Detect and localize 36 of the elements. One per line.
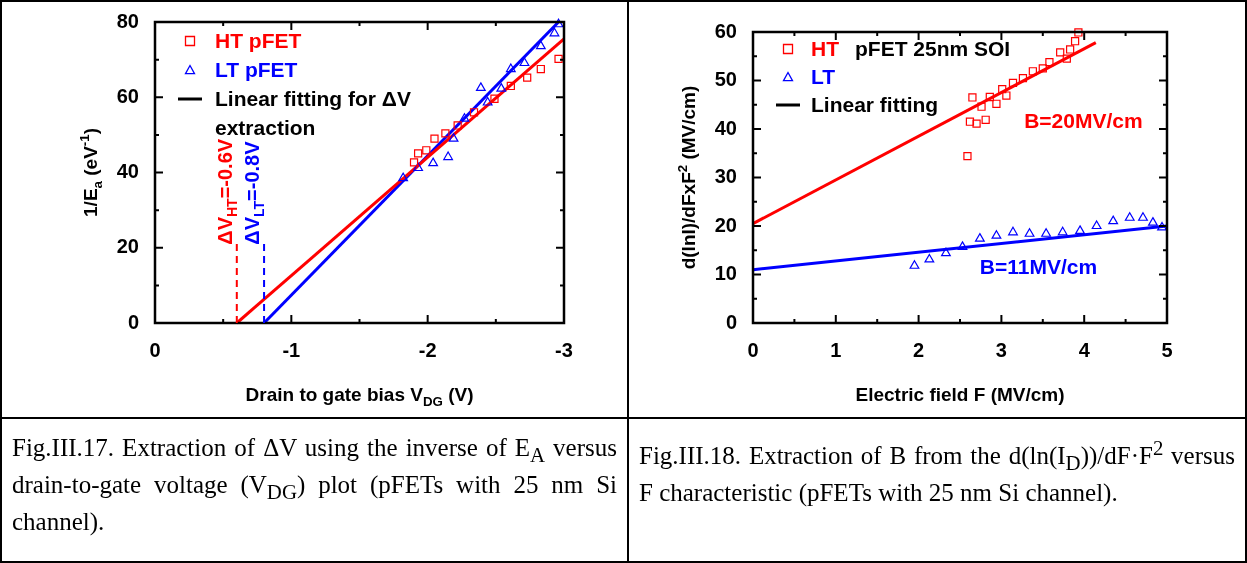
y-tick-label: 40 <box>116 160 139 183</box>
y-tick-label: 20 <box>714 213 737 236</box>
x-tick-label: 0 <box>747 338 759 361</box>
legend-label: LT <box>811 65 836 88</box>
x-tick-label: -2 <box>418 338 437 361</box>
x-axis-title: Electric field F (MV/cm) <box>855 384 1065 405</box>
y-tick-label: 60 <box>116 84 139 107</box>
x-tick-label: 3 <box>995 338 1007 361</box>
annotation: B=11MV/cm <box>979 254 1098 278</box>
annotation: Linear fitting for ΔV extraction <box>215 87 411 139</box>
x-tick-label: 0 <box>149 338 161 361</box>
y-tick-label: 60 <box>714 19 737 42</box>
ref-line-label: ΔVLT=-0.8V <box>241 140 268 245</box>
annotation: Linear fitting <box>811 93 939 116</box>
x-tick-label: 1 <box>830 338 842 361</box>
text: Fig.III.17. Extraction of ΔV using the inverse of E$_{A}$ versus drain-to-gate voltage (V$_{DG}$) plot (pFETs with 25 nm Si channel). <box>12 434 617 535</box>
y-tick-label: 40 <box>714 116 737 139</box>
y-tick-label: 50 <box>714 68 737 91</box>
x-tick-label: 4 <box>1078 338 1091 361</box>
y-tick-label: 80 <box>116 9 139 32</box>
annotation: B=20MV/cm <box>1024 109 1143 133</box>
y-tick-label: 10 <box>714 262 737 285</box>
y-tick-label: 20 <box>116 235 139 258</box>
legend-label: LT pFET <box>215 58 298 81</box>
x-tick-label: 2 <box>913 338 925 361</box>
y-tick-label: 30 <box>714 165 737 188</box>
x-tick-label: 5 <box>1161 338 1173 361</box>
x-tick-label: -1 <box>282 338 301 361</box>
legend-label: HT pFET <box>215 29 302 52</box>
x-tick-label: -3 <box>555 338 573 361</box>
ref-line-label: ΔVHT=-0.6V <box>213 138 240 245</box>
legend-title: pFET 25nm SOI <box>854 37 1011 60</box>
text: Fig.III.18. Extraction of B from the d(ln(I$_{D}$))/dF·F$^{2}$ versus F characteristic (pFETs with 25 nm Si channel). <box>639 436 1235 507</box>
y-tick-label: 0 <box>127 310 139 333</box>
text: HT <box>811 37 840 60</box>
y-tick-label: 0 <box>725 310 737 333</box>
